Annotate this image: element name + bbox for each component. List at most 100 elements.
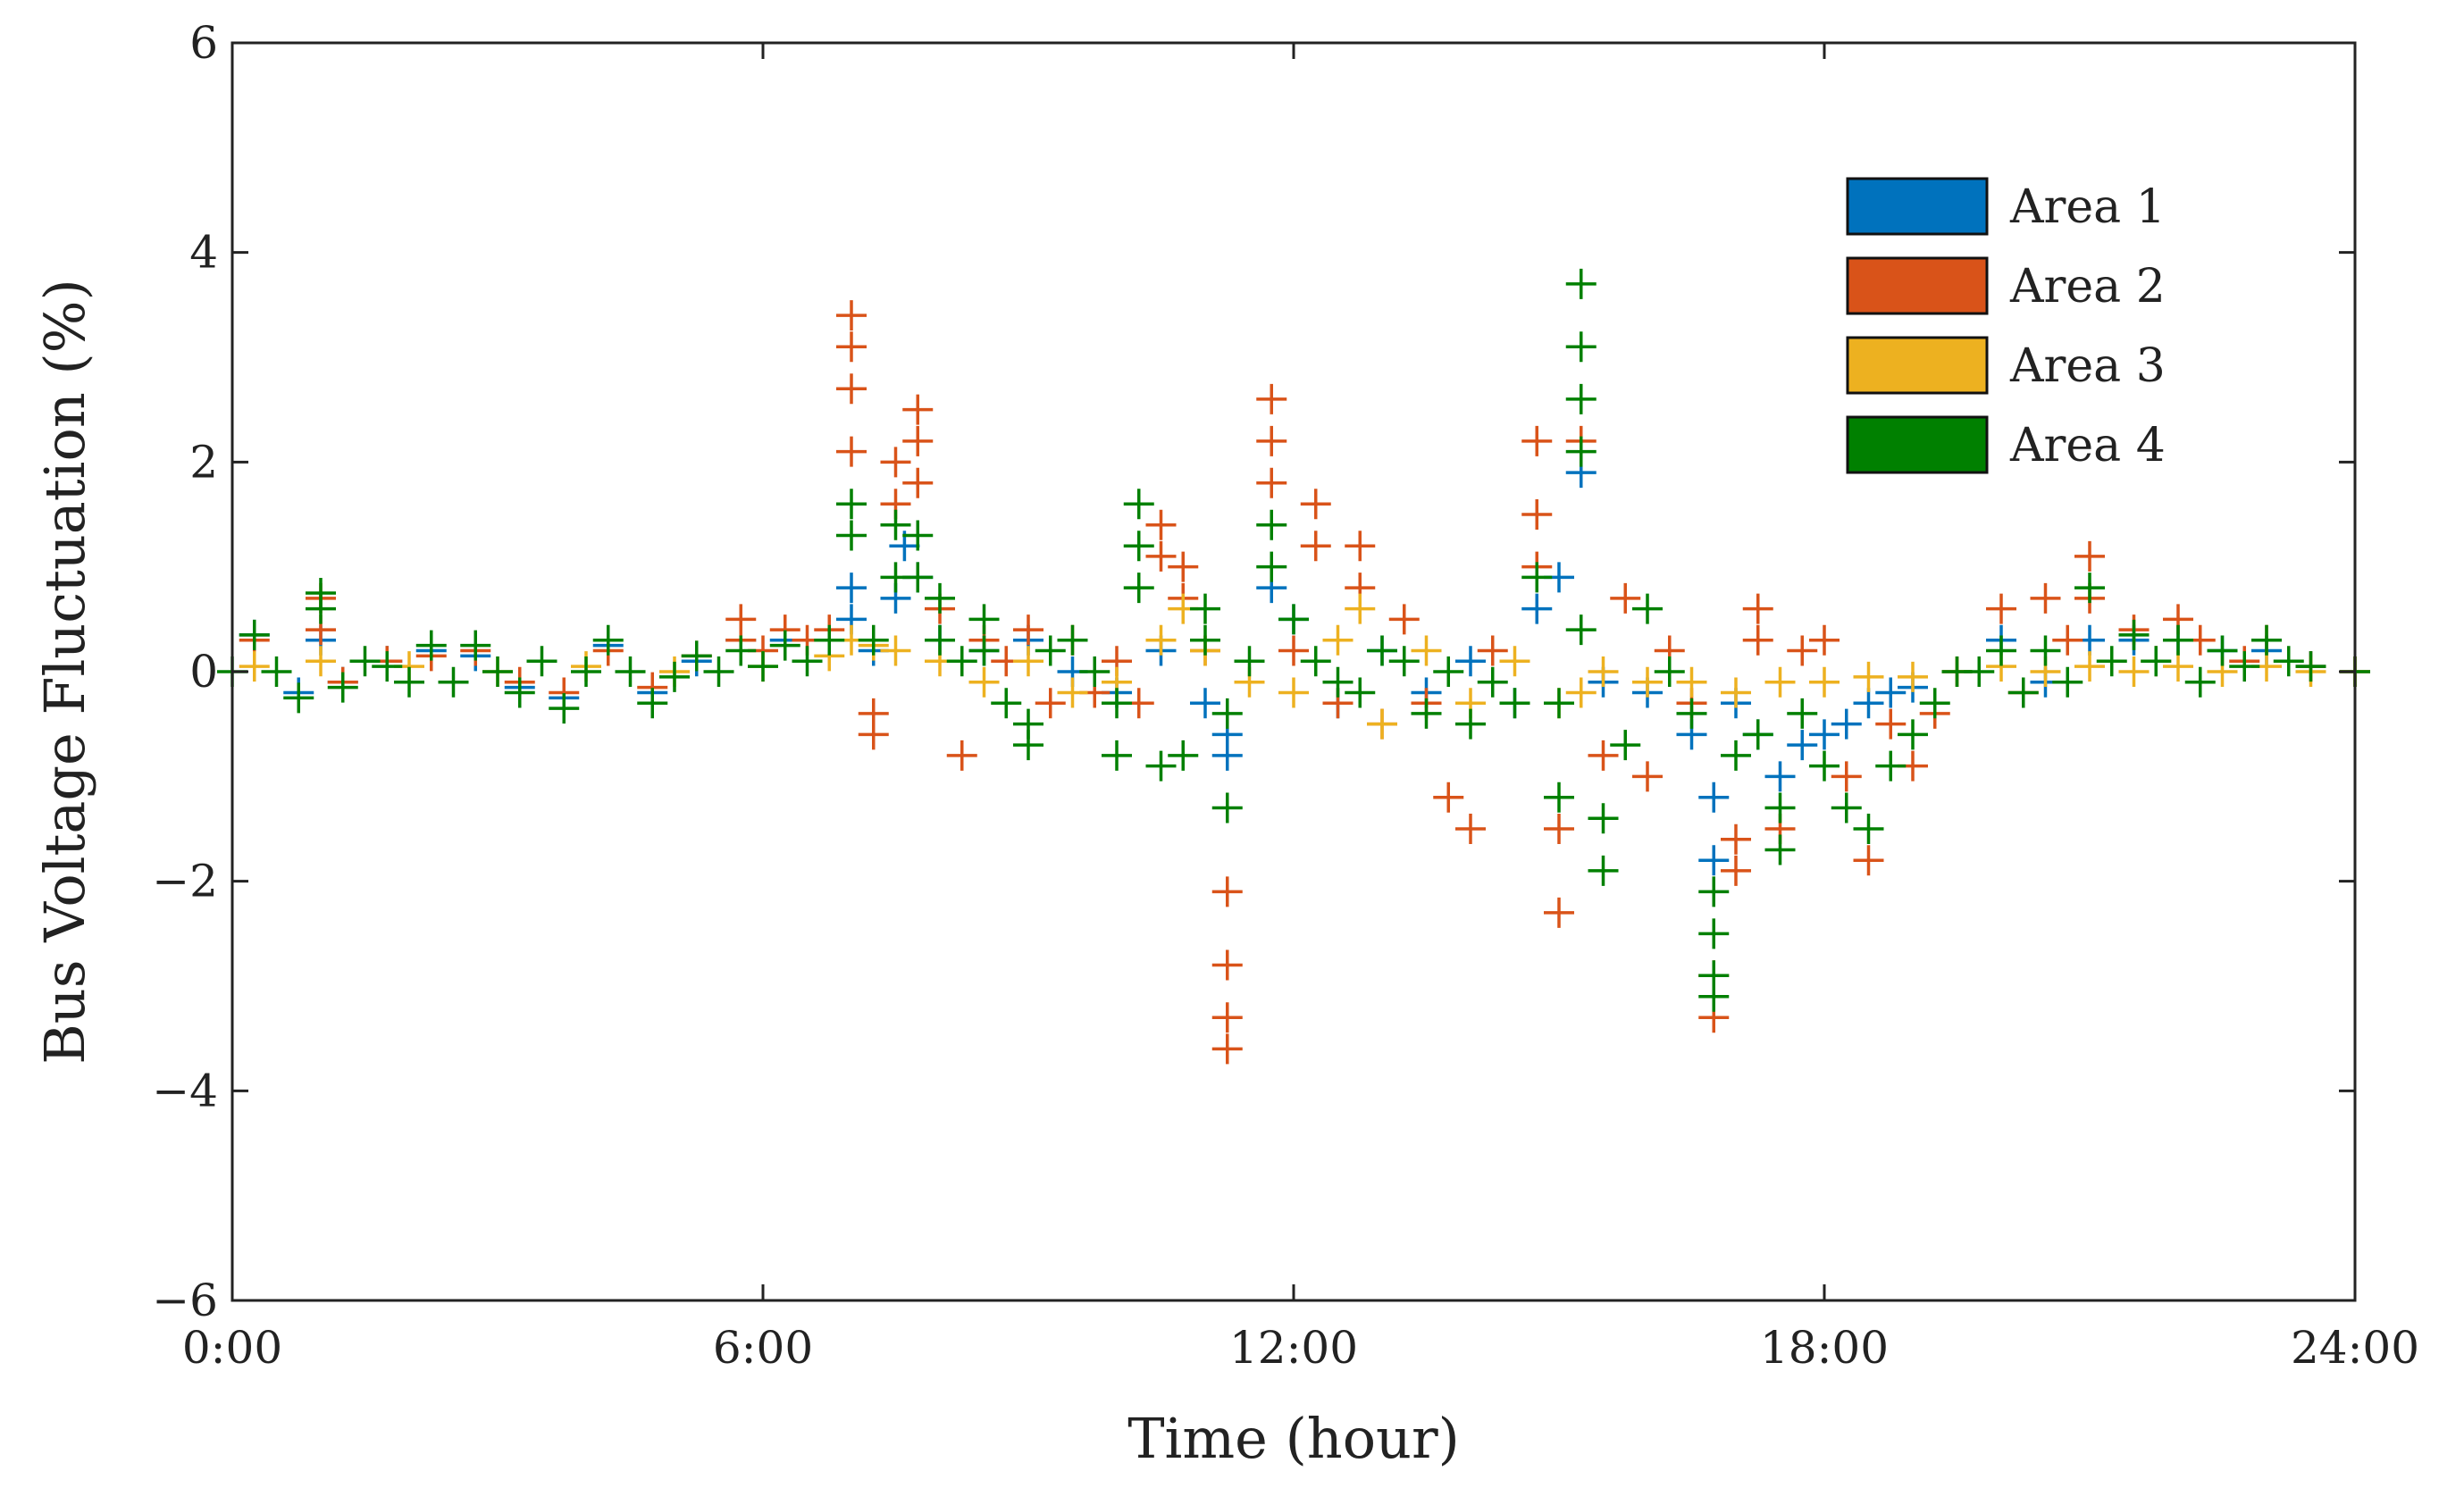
- data-point-area-3: [1565, 677, 1597, 708]
- data-point-area-3: [306, 646, 336, 677]
- data-point-area-4: [1079, 656, 1110, 687]
- data-point-area-4: [1919, 688, 1950, 719]
- data-point-area-4: [1190, 624, 1220, 656]
- data-point-area-4: [681, 640, 712, 672]
- data-point-area-4: [1676, 698, 1707, 729]
- data-point-area-2: [2074, 540, 2105, 572]
- data-point-area-3: [880, 635, 911, 666]
- data-point-area-3: [1588, 656, 1619, 687]
- x-axis-ticks: 0:00 6:00 12:00 18:00 24:00: [182, 43, 2419, 1374]
- y-tick-label: 2: [189, 436, 218, 488]
- data-point-area-1: [1190, 688, 1220, 719]
- data-point-area-4: [769, 630, 800, 661]
- data-point-area-4: [615, 656, 646, 687]
- data-point-area-4: [880, 509, 911, 540]
- data-point-area-4: [1544, 782, 1574, 813]
- data-point-area-2: [1168, 551, 1199, 582]
- legend-label-area-4: Area 4: [2009, 419, 2166, 472]
- data-point-area-1: [1211, 740, 1243, 771]
- data-point-area-1: [1875, 677, 1907, 708]
- y-tick-label: 6: [189, 17, 218, 69]
- y-tick-label: −6: [152, 1275, 218, 1326]
- data-point-area-4: [1234, 646, 1265, 677]
- data-point-area-3: [1057, 677, 1088, 708]
- data-point-area-1: [1787, 730, 1818, 761]
- data-point-area-2: [1875, 708, 1907, 740]
- data-point-area-4: [349, 646, 381, 677]
- legend: Area 1 Area 2 Area 3 Area 4: [1846, 177, 2166, 474]
- data-point-area-4: [925, 624, 955, 656]
- data-point-area-2: [1521, 425, 1553, 456]
- data-point-area-4: [2141, 646, 2172, 677]
- data-point-area-4: [1433, 656, 1464, 687]
- data-point-area-2: [1211, 1033, 1243, 1065]
- data-point-area-3: [1499, 646, 1530, 677]
- data-point-area-2: [946, 740, 977, 771]
- data-point-area-1: [1764, 761, 1796, 792]
- data-point-area-2: [2052, 624, 2083, 656]
- data-point-area-4: [946, 646, 977, 677]
- data-point-area-2: [1345, 531, 1376, 562]
- data-point-area-2: [1211, 876, 1243, 907]
- data-point-area-4: [2295, 651, 2326, 682]
- y-axis-ticks: −6 −4 −2 0 2 4 6: [152, 17, 2355, 1326]
- data-point-area-4: [703, 656, 734, 687]
- data-point-area-4: [902, 562, 934, 593]
- data-point-area-4: [1610, 730, 1641, 761]
- data-point-area-4: [1986, 635, 2016, 666]
- data-point-area-2: [1145, 509, 1177, 540]
- data-point-area-4: [1057, 624, 1088, 656]
- data-point-area-4: [1190, 593, 1220, 624]
- data-point-area-4: [1698, 918, 1730, 949]
- data-point-area-4: [1211, 698, 1243, 729]
- data-point-area-4: [1764, 834, 1796, 865]
- data-point-area-4: [1764, 792, 1796, 823]
- data-point-area-3: [1013, 646, 1043, 677]
- data-point-area-4: [925, 582, 955, 614]
- data-point-area-4: [1123, 573, 1154, 604]
- data-point-area-2: [1544, 897, 1574, 928]
- data-point-area-4: [526, 646, 557, 677]
- data-point-area-3: [2074, 651, 2105, 682]
- data-point-area-4: [1588, 855, 1619, 886]
- data-point-area-4: [1898, 719, 1928, 750]
- data-point-area-4: [1102, 688, 1132, 719]
- data-point-area-2: [1721, 855, 1751, 886]
- data-point-area-2: [1455, 814, 1486, 844]
- data-point-area-2: [1809, 624, 1840, 656]
- legend-label-area-2: Area 2: [2009, 260, 2166, 313]
- data-point-area-4: [1168, 740, 1199, 771]
- data-point-area-4: [1565, 436, 1597, 467]
- data-point-area-4: [1831, 792, 1862, 823]
- data-point-area-4: [968, 635, 1000, 666]
- data-point-area-2: [1544, 814, 1574, 844]
- data-point-area-4: [1211, 792, 1243, 823]
- x-tick-label: 12:00: [1229, 1322, 1358, 1374]
- data-point-area-4: [261, 656, 292, 687]
- data-point-area-1: [836, 573, 867, 604]
- data-point-area-3: [1367, 708, 1397, 740]
- data-point-area-4: [902, 520, 934, 551]
- data-point-area-2: [1388, 604, 1420, 635]
- data-point-area-4: [1853, 814, 1884, 844]
- data-point-area-4: [659, 661, 690, 692]
- data-point-area-4: [1367, 635, 1397, 666]
- data-point-area-3: [1345, 593, 1376, 624]
- data-point-area-2: [1211, 1002, 1243, 1033]
- data-point-area-1: [1698, 782, 1730, 813]
- data-point-area-4: [1742, 719, 1773, 750]
- data-point-area-4: [1654, 656, 1685, 687]
- data-point-area-4: [1256, 551, 1287, 582]
- data-point-area-4: [372, 651, 403, 682]
- data-point-area-4: [858, 624, 889, 656]
- x-tick-label: 18:00: [1760, 1322, 1889, 1374]
- data-point-area-2: [902, 425, 934, 456]
- data-point-area-2: [1433, 782, 1464, 813]
- data-point-area-4: [836, 520, 867, 551]
- x-axis-label: Time (hour): [1127, 1406, 1460, 1471]
- data-point-area-3: [1764, 666, 1796, 698]
- data-point-area-3: [2118, 656, 2150, 687]
- data-point-area-2: [1853, 845, 1884, 876]
